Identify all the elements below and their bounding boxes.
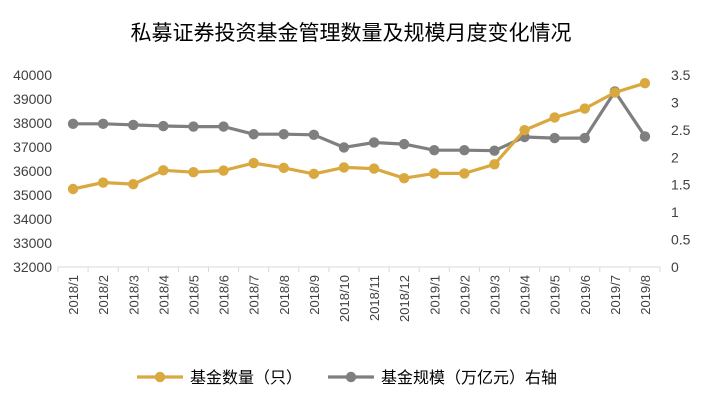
- data-point: [338, 162, 350, 173]
- x-tick-label: 2018/12: [397, 275, 412, 322]
- legend-label: 基金规模（万亿元）右轴: [381, 368, 557, 387]
- data-point: [579, 132, 590, 144]
- y-left-tick-label: 36000: [13, 163, 52, 179]
- data-point: [429, 168, 440, 179]
- data-point: [128, 179, 139, 190]
- x-tick-label: 2018/2: [96, 275, 111, 315]
- data-point: [188, 121, 199, 132]
- y-left-tick-label: 33000: [13, 235, 52, 251]
- data-point: [639, 131, 651, 142]
- y-left-tick-label: 32000: [13, 259, 52, 275]
- series-line: [73, 89, 647, 153]
- data-point: [549, 112, 560, 123]
- y-left-tick-label: 37000: [13, 139, 52, 155]
- data-point: [398, 173, 410, 184]
- y-left-tick-label: 40000: [13, 67, 52, 83]
- data-point: [459, 168, 470, 179]
- x-tick-label: 2019/4: [518, 275, 533, 315]
- data-point: [429, 144, 440, 156]
- y-left-tick-label: 39000: [13, 91, 52, 107]
- y-left-tick-label: 38000: [13, 115, 52, 131]
- data-point: [188, 167, 199, 178]
- chart-title: 私募证券投资基金管理数量及规模月度变化情况: [131, 21, 572, 45]
- data-point: [97, 118, 109, 130]
- data-point: [459, 144, 470, 156]
- data-point: [398, 138, 410, 150]
- x-tick-label: 2018/8: [277, 275, 292, 315]
- data-point: [218, 165, 229, 176]
- x-tick-label: 2019/7: [608, 275, 623, 315]
- data-point: [158, 165, 169, 176]
- x-tick-label: 2018/4: [156, 275, 171, 315]
- x-tick-label: 2018/3: [126, 275, 141, 315]
- y-right-tick-label: 2.5: [671, 122, 691, 138]
- data-point: [489, 145, 500, 156]
- x-tick-label: 2018/6: [217, 275, 232, 315]
- axes: 32000 33000 34000 35000 36000 37000 38000 39000…: [13, 67, 691, 322]
- x-tick-label: 2019/8: [638, 275, 653, 315]
- x-tick-label: 2019/3: [487, 275, 502, 315]
- data-point: [519, 125, 530, 136]
- x-tick-label: 2018/11: [367, 275, 382, 321]
- x-tick-label: 2018/9: [307, 275, 322, 315]
- data-point: [308, 168, 320, 180]
- data-point: [248, 157, 259, 169]
- data-point: [639, 77, 651, 89]
- x-tick-label: 2019/2: [457, 275, 472, 315]
- legend-marker: [345, 371, 357, 383]
- data-point: [549, 132, 560, 144]
- data-point: [248, 129, 259, 140]
- y-right-tick-label: 2: [671, 149, 679, 165]
- data-point: [128, 119, 139, 131]
- data-point: [97, 177, 109, 188]
- data-point: [609, 87, 621, 98]
- data-point: [278, 129, 289, 140]
- x-tick-label: 2018/10: [337, 275, 352, 322]
- data-point: [368, 163, 380, 174]
- x-tick-label: 2019/5: [548, 275, 563, 315]
- data-point: [278, 162, 289, 174]
- data-point: [158, 120, 169, 132]
- x-tick-label: 2018/1: [66, 275, 81, 315]
- x-tick-label: 2019/1: [427, 275, 442, 315]
- legend: 基金数量（只） 基金规模（万亿元）右轴: [137, 368, 557, 387]
- y-left-tick-label: 34000: [13, 211, 52, 227]
- plot-area: [67, 77, 651, 195]
- y-right-tick-label: 0.5: [671, 232, 691, 248]
- data-point: [489, 159, 500, 170]
- y-right-tick-label: 3.5: [671, 67, 691, 83]
- y-right-tick-label: 1.5: [671, 177, 691, 193]
- data-point: [67, 183, 79, 195]
- y-right-tick-label: 3: [671, 94, 679, 110]
- x-tick-label: 2019/6: [578, 275, 593, 315]
- legend-marker: [154, 371, 166, 383]
- y-right-tick-label: 1: [671, 204, 679, 220]
- data-point: [218, 121, 229, 132]
- data-point: [368, 137, 380, 148]
- data-point: [338, 142, 350, 153]
- x-tick-label: 2018/7: [247, 275, 262, 315]
- legend-label: 基金数量（只）: [190, 368, 302, 387]
- x-tick-label: 2018/5: [186, 275, 201, 315]
- data-point: [308, 129, 320, 140]
- y-left-tick-label: 35000: [13, 187, 52, 203]
- data-point: [67, 118, 79, 130]
- data-point: [579, 103, 590, 114]
- y-right-tick-label: 0: [671, 259, 679, 275]
